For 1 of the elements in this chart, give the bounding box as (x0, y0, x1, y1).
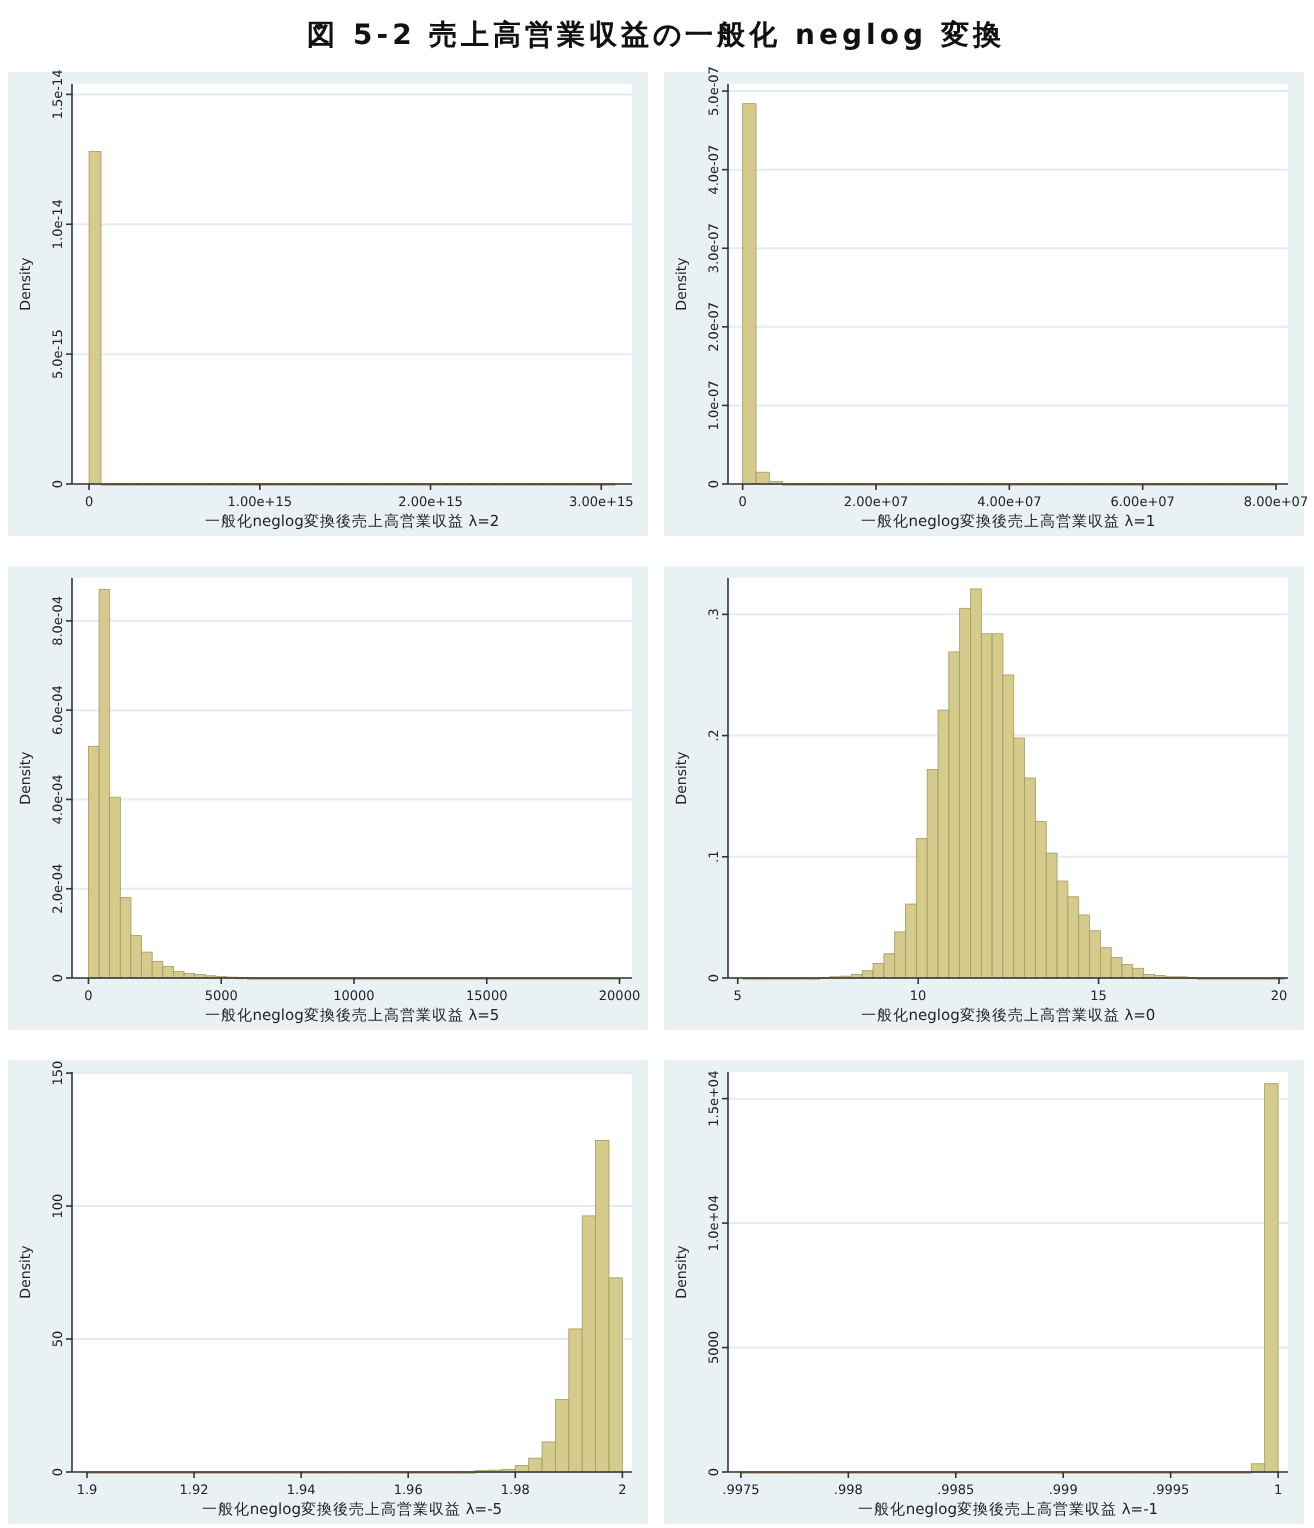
chart-title: 図 5-2 売上高営業収益の一般化 neglog 変換 (307, 18, 1005, 52)
